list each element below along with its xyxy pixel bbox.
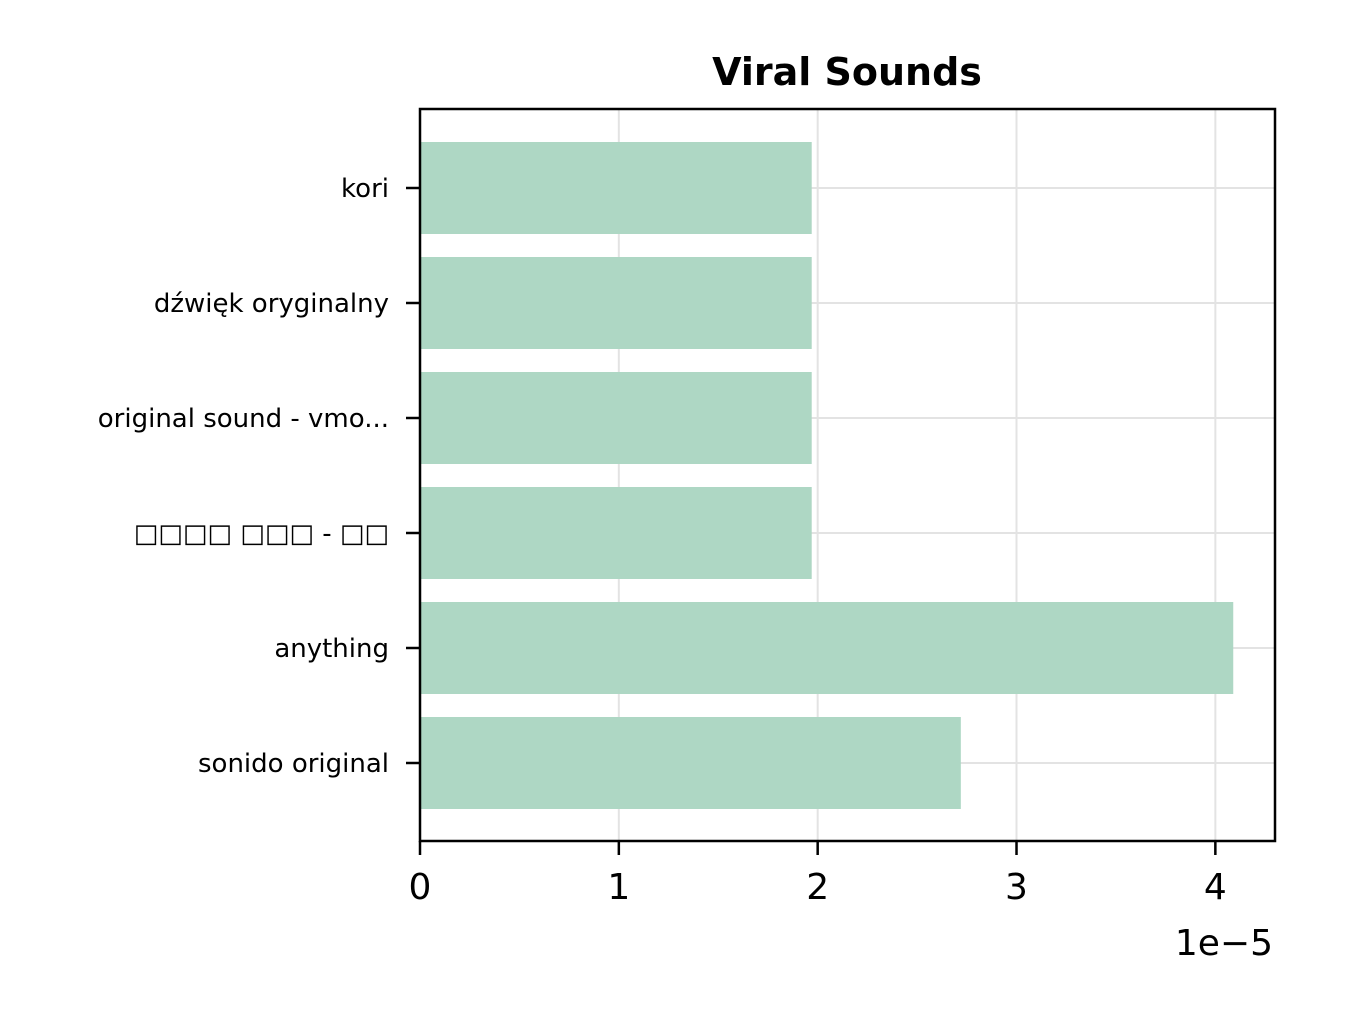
y-tick-label: □□□□ □□□ - □□ bbox=[134, 519, 389, 549]
bars bbox=[420, 142, 1234, 809]
x-tick-label: 3 bbox=[1005, 867, 1028, 908]
bar bbox=[420, 487, 812, 579]
y-tick-label: dźwięk oryginalny bbox=[154, 289, 389, 319]
x-tick-label: 4 bbox=[1204, 867, 1227, 908]
bar bbox=[420, 717, 961, 809]
y-tick-label: original sound - vmo... bbox=[98, 404, 389, 434]
y-tick-label: sonido original bbox=[198, 749, 389, 779]
y-tick-label: anything bbox=[274, 634, 389, 664]
bar bbox=[420, 142, 812, 234]
x-tick-label: 2 bbox=[806, 867, 829, 908]
bar bbox=[420, 372, 812, 464]
x-tick-label: 0 bbox=[409, 867, 432, 908]
x-tick-label: 1 bbox=[607, 867, 630, 908]
plot-frame bbox=[418, 107, 1277, 843]
x-axis-ticks: 0 1 2 3 4 bbox=[409, 841, 1227, 908]
x-axis-offset-label: 1e−5 bbox=[1175, 923, 1273, 964]
y-tick-label: kori bbox=[341, 174, 389, 204]
bar bbox=[420, 257, 812, 349]
y-axis-ticks: kori dźwięk oryginalny original sound - vm… bbox=[98, 174, 420, 779]
bar bbox=[420, 602, 1234, 694]
chart-title: Viral Sounds bbox=[712, 50, 982, 94]
